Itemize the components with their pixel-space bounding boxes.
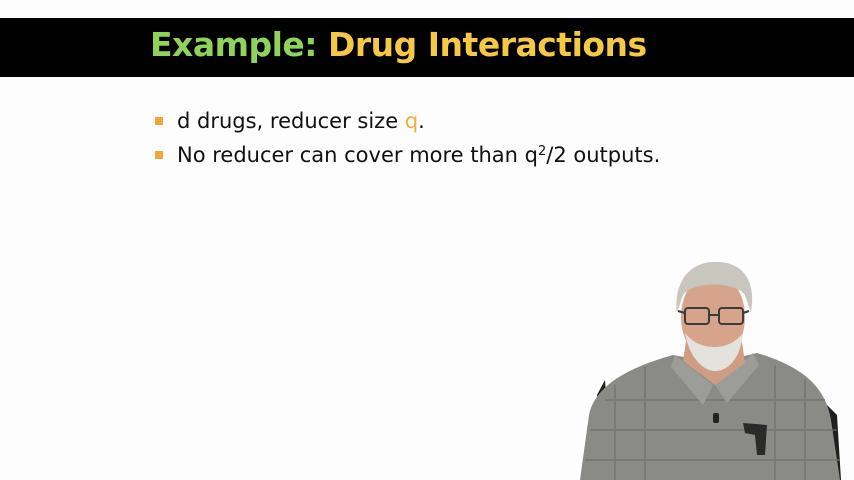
bullet-text-part: . xyxy=(418,109,425,133)
bullet-list: d drugs, reducer size q. No reducer can … xyxy=(155,104,660,172)
microphone xyxy=(713,413,719,423)
title-prefix: Example: xyxy=(150,25,318,64)
slide-title: Example: Drug Interactions xyxy=(150,22,647,68)
bullet-text-part: /2 outputs. xyxy=(546,143,661,167)
title-bar xyxy=(0,18,854,77)
bullet-highlight: q xyxy=(404,109,419,133)
glasses xyxy=(677,307,750,325)
hair xyxy=(676,261,753,313)
bullet-text: d drugs, reducer size q. xyxy=(177,109,425,133)
superscript: 2 xyxy=(538,144,547,159)
collar xyxy=(671,355,713,405)
bullet-item: No reducer can cover more than q2/2 outp… xyxy=(155,138,660,172)
bullet-text-part: No reducer can cover more than q xyxy=(177,143,538,167)
bullet-text-part: d drugs, reducer size xyxy=(177,109,405,133)
collar xyxy=(715,353,759,403)
bullet-item: d drugs, reducer size q. xyxy=(155,104,660,138)
bullet-square-icon xyxy=(155,117,163,125)
head xyxy=(681,273,745,361)
pocket-item xyxy=(743,423,767,455)
beard xyxy=(685,333,743,371)
presenter-video xyxy=(580,261,841,480)
bullet-square-icon xyxy=(155,151,163,159)
bullet-text: No reducer can cover more than q2/2 outp… xyxy=(177,143,660,167)
title-main: Drug Interactions xyxy=(328,25,647,64)
